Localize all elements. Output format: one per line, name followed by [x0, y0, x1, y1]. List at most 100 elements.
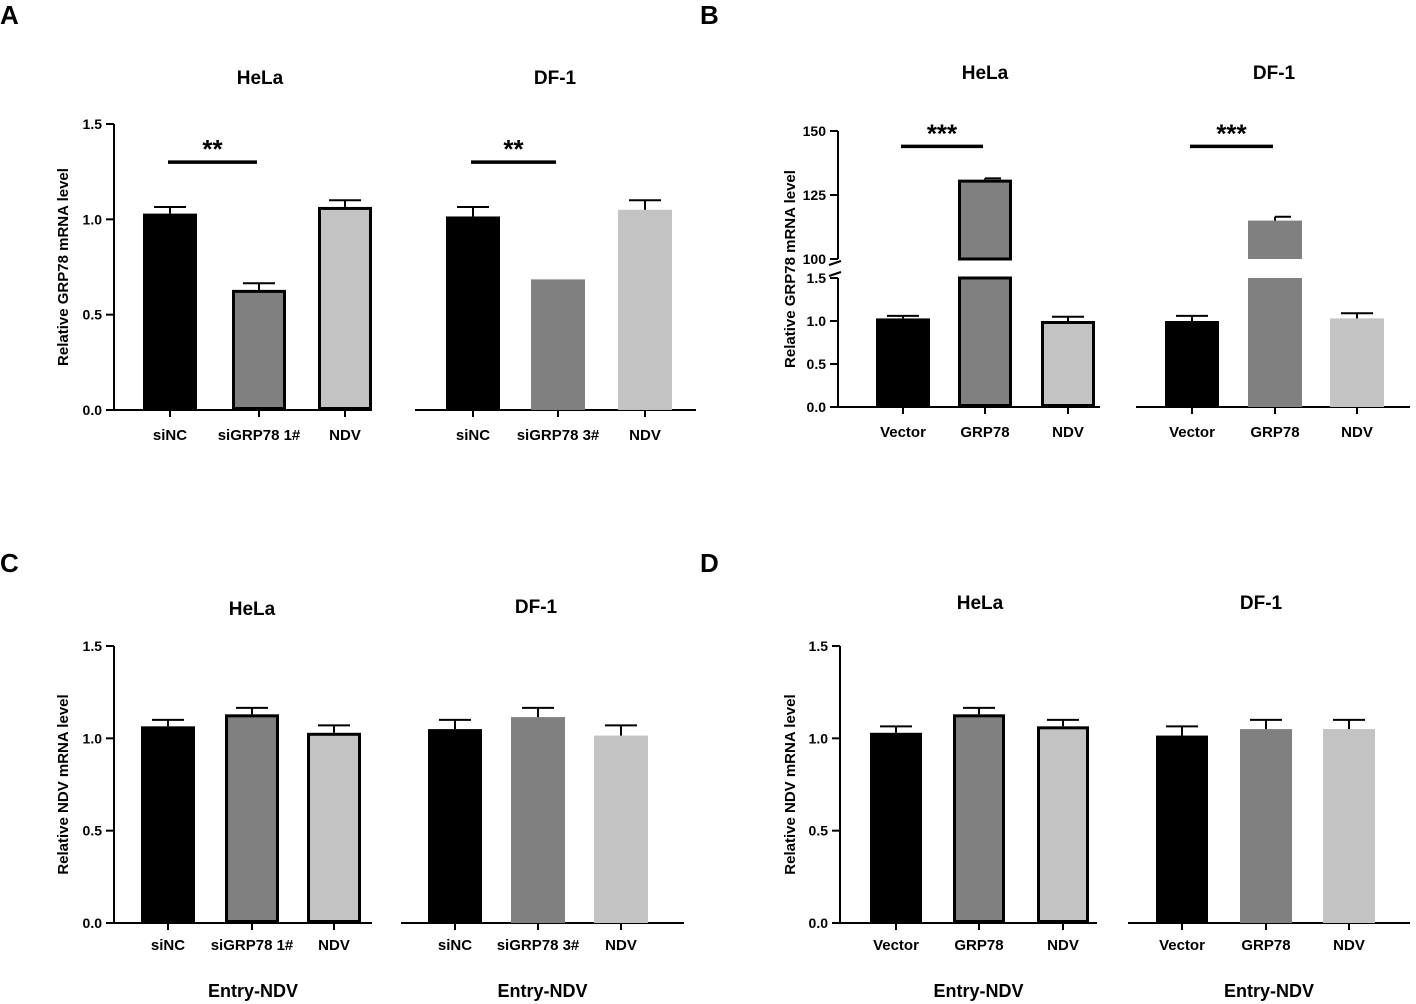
y-tick-label: 0.5 — [807, 356, 827, 372]
category-label: NDV — [329, 427, 361, 444]
bar-vector — [1156, 735, 1208, 923]
subplot-title: HeLa — [957, 593, 1004, 614]
bar-sinc — [428, 729, 482, 923]
bar-sigrp78-1- — [232, 289, 286, 411]
category-label: NDV — [1341, 424, 1373, 441]
subplot-hela: HeLa siNC siGRP78 1# NDV ** — [114, 68, 372, 444]
category-label: NDV — [605, 937, 637, 954]
y-tick-label: 1.5 — [809, 638, 829, 654]
panel-c: C 0.0 0.5 1.0 1.5 Relative NDV mRNA level HeLa… — [0, 548, 684, 1001]
y-tick-label: 1.0 — [83, 730, 103, 746]
bar-grp78-lower — [1248, 278, 1302, 407]
subplot-df-1: DF-1 Vector GRP78 NDV *** — [1136, 63, 1410, 441]
bar-sigrp78-1- — [225, 714, 279, 923]
x-axis-label: Entry-NDV — [933, 981, 1023, 1001]
category-label: siGRP78 1# — [218, 427, 301, 444]
y-tick-label: 1.0 — [83, 211, 103, 227]
y-tick-label: 100 — [803, 251, 827, 267]
bar-grp78 — [1240, 729, 1292, 923]
y-tick-label: 150 — [803, 123, 827, 139]
subplot-title: HeLa — [962, 63, 1009, 84]
category-label: siGRP78 1# — [211, 937, 294, 954]
category-label: GRP78 — [1250, 424, 1299, 441]
y-tick-label: 0.0 — [83, 915, 103, 931]
y-tick-label: 0.5 — [809, 823, 829, 839]
subplot-title: DF-1 — [534, 68, 577, 89]
significance-label: ** — [202, 134, 223, 164]
subplot-title: HeLa — [237, 68, 284, 89]
y-tick-label: 1.5 — [83, 638, 103, 654]
panel-d: D 0.0 0.5 1.0 1.5 Relative NDV mRNA level HeLa… — [700, 548, 1410, 1001]
significance-label: ** — [503, 134, 524, 164]
subplot-title: DF-1 — [1240, 593, 1283, 614]
bar-ndv — [1037, 726, 1089, 924]
bar-sinc — [446, 216, 500, 410]
subplot-df-1: DF-1 siNC siGRP78 3# NDV ** — [415, 68, 696, 444]
category-label: siNC — [438, 937, 472, 954]
category-label: Vector — [880, 424, 926, 441]
panel-a: A 0.0 0.5 1.0 1.5 Relative GRP78 mRNA level He… — [0, 0, 696, 444]
bar-ndv — [594, 735, 648, 923]
bar-sinc — [143, 213, 197, 410]
x-axis-label: Entry-NDV — [497, 981, 587, 1001]
bar-ndv — [307, 732, 361, 923]
y-tick-label: 0.5 — [83, 307, 103, 323]
bar-sinc — [141, 726, 195, 924]
category-label: NDV — [318, 937, 350, 954]
subplot-hela: HeLa Vector GRP78 NDV *** — [838, 63, 1100, 441]
bar-ndv — [618, 209, 672, 410]
y-tick-label: 1.5 — [83, 116, 103, 132]
bar-sigrp78-3- — [511, 717, 565, 923]
panel-b: B 100 125 150 0.0 0.5 1.0 1.5 Relative GRP78 mRN… — [700, 0, 1410, 441]
category-label: NDV — [1047, 937, 1079, 954]
y-axis-label: Relative NDV mRNA level — [782, 694, 799, 874]
subplot-df-1: DF-1 Vector GRP78 NDV Entry-NDV — [1128, 593, 1410, 1001]
significance-label: *** — [1216, 118, 1247, 148]
subplot-hela: HeLa Vector GRP78 NDV Entry-NDV — [840, 593, 1097, 1001]
y-tick-label: 0.0 — [807, 399, 827, 415]
bar-grp78-lower — [958, 276, 1012, 407]
y-tick-label: 1.5 — [807, 270, 827, 286]
y-tick-label: 1.0 — [807, 313, 827, 329]
y-tick-label: 0.5 — [83, 823, 103, 839]
y-axis-label: Relative GRP78 mRNA level — [782, 170, 799, 368]
subplot-hela: HeLa siNC siGRP78 1# NDV Entry-NDV — [114, 599, 372, 1001]
bar-grp78-upper — [1248, 220, 1302, 259]
bar-sigrp78-3- — [531, 279, 585, 410]
y-tick-label: 125 — [803, 187, 827, 203]
category-label: Vector — [1159, 937, 1205, 954]
bar-ndv — [1041, 321, 1095, 407]
panel-letter-d: D — [700, 548, 719, 578]
bar-ndv — [1323, 729, 1375, 923]
y-tick-label: 1.0 — [809, 730, 829, 746]
axis-break-mark — [828, 260, 842, 266]
x-axis-label: Entry-NDV — [208, 981, 298, 1001]
y-axis-label: Relative GRP78 mRNA level — [55, 168, 72, 366]
category-label: GRP78 — [960, 424, 1009, 441]
category-label: NDV — [1052, 424, 1084, 441]
panel-letter-c: C — [0, 548, 19, 578]
axis-break-mark — [828, 271, 842, 277]
category-label: siNC — [153, 427, 187, 444]
y-axis-label: Relative NDV mRNA level — [55, 694, 72, 874]
panel-letter-a: A — [0, 0, 19, 30]
subplot-df-1: DF-1 siNC siGRP78 3# NDV Entry-NDV — [401, 597, 684, 1001]
bar-vector — [876, 318, 930, 408]
category-label: Vector — [873, 937, 919, 954]
category-label: siNC — [456, 427, 490, 444]
bar-vector — [1165, 321, 1219, 407]
significance-label: *** — [927, 118, 958, 148]
bar-ndv — [1330, 318, 1384, 407]
category-label: GRP78 — [1241, 937, 1290, 954]
bar-grp78-upper — [958, 179, 1012, 261]
subplot-title: HeLa — [229, 599, 276, 620]
y-tick-label: 0.0 — [809, 915, 829, 931]
category-label: siNC — [151, 937, 185, 954]
bar-ndv — [318, 206, 372, 410]
panel-letter-b: B — [700, 0, 719, 30]
category-label: siGRP78 3# — [517, 427, 600, 444]
x-axis-label: Entry-NDV — [1224, 981, 1314, 1001]
category-label: GRP78 — [954, 937, 1003, 954]
bar-grp78 — [953, 714, 1005, 923]
